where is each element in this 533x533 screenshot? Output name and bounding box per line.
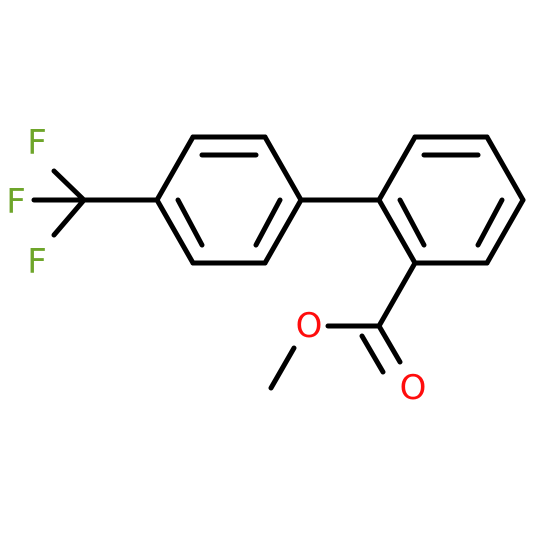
bond [376, 134, 418, 203]
bond-inner [397, 197, 427, 248]
atom-label: F [6, 182, 26, 222]
bond [51, 197, 87, 238]
bond [376, 260, 418, 329]
bond [376, 197, 418, 266]
bond [359, 333, 386, 375]
bond [268, 345, 297, 391]
bond [51, 168, 87, 203]
bond-inner [175, 197, 205, 248]
bond [154, 134, 196, 203]
atom-labels: F F F O O [6, 123, 426, 408]
atom-label: O [296, 306, 323, 346]
atom-label: O [400, 368, 427, 408]
bond [376, 323, 403, 365]
bond [262, 134, 304, 203]
bond-inner [475, 197, 505, 248]
atom-label: F [27, 123, 47, 163]
bonds [31, 134, 526, 391]
bond [262, 197, 304, 266]
atom-label: F [27, 242, 47, 282]
bond [154, 197, 196, 266]
bond-inner [253, 197, 283, 248]
bond [484, 197, 526, 266]
bond [484, 134, 526, 203]
